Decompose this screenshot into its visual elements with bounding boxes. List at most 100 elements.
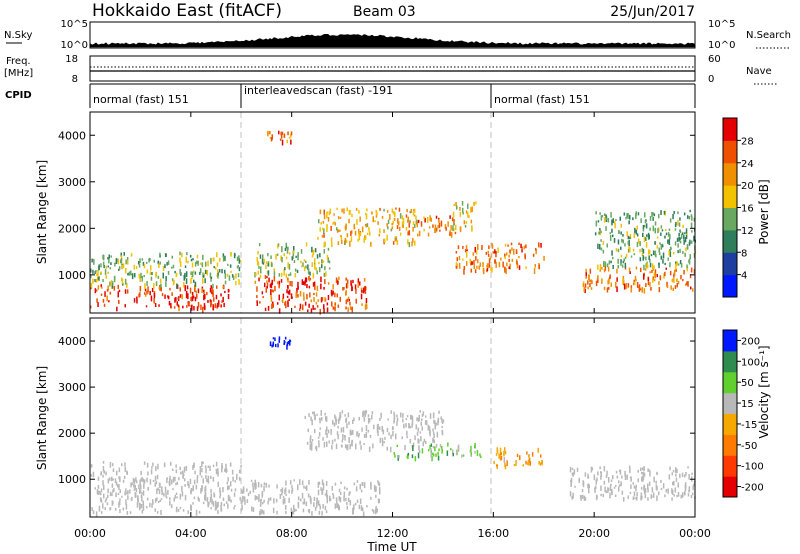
velocity-echo: [688, 486, 691, 493]
velocity-echo: [594, 488, 596, 491]
power-echo: [204, 294, 206, 300]
velocity-echo: [430, 452, 432, 458]
power-echo: [327, 217, 330, 222]
power-echo: [471, 225, 473, 232]
power-echo: [214, 267, 217, 270]
velocity-echo: [322, 482, 325, 489]
power-echo: [390, 228, 393, 232]
velocity-echo: [157, 487, 159, 491]
velocity-echo: [169, 475, 171, 480]
velocity-echo: [600, 485, 602, 491]
velocity-echo: [318, 440, 320, 444]
power-echo: [609, 235, 612, 241]
velocity-echo: [192, 485, 194, 491]
power-echo: [479, 262, 482, 267]
power-echo: [179, 261, 182, 267]
power-echo: [524, 253, 526, 258]
velocity-echo: [356, 431, 358, 437]
power-echo: [693, 217, 696, 222]
power-echo: [653, 265, 655, 270]
velocity-echo: [427, 424, 430, 431]
velocity-echo: [576, 467, 579, 472]
power-echo: [379, 207, 381, 211]
velocity-echo: [446, 450, 449, 456]
velocity-echo: [185, 465, 188, 471]
power-echo: [491, 244, 494, 249]
velocity-echo: [215, 461, 218, 467]
power-echo: [494, 259, 497, 264]
power-echo: [281, 131, 284, 135]
velocity-echo: [335, 419, 337, 425]
power-echo: [454, 231, 457, 235]
velocity-echo: [337, 503, 339, 509]
velocity-echo: [432, 439, 434, 443]
velocity-echo: [630, 484, 632, 489]
velocity-echo: [624, 470, 626, 477]
power-echo: [128, 271, 131, 276]
velocity-echo: [656, 495, 658, 501]
power-echo: [661, 244, 664, 248]
power-echo: [219, 257, 221, 262]
velocity-echo: [368, 418, 371, 423]
velocity-echo: [425, 415, 427, 418]
velocity-echo: [573, 469, 576, 475]
velocity-echo: [647, 468, 649, 472]
power-echo: [262, 254, 264, 259]
power-echo: [257, 270, 259, 275]
velocity-echo: [207, 480, 210, 484]
velocity-echo: [349, 500, 352, 506]
velocity-echo: [506, 460, 508, 467]
velocity-echo: [668, 474, 671, 480]
velocity-echo: [522, 464, 524, 467]
power-echo: [149, 291, 151, 296]
velocity-echo: [202, 478, 204, 484]
velocity-echo: [118, 476, 120, 480]
velocity-echo: [432, 431, 435, 435]
power-echo: [272, 303, 274, 308]
velocity-echo: [432, 452, 434, 456]
velocity-echo: [376, 427, 379, 433]
power-echo: [439, 229, 441, 232]
power-echo: [309, 271, 311, 276]
power-echo: [97, 285, 100, 290]
velocity-echo: [286, 344, 288, 350]
velocity-echo: [227, 477, 229, 482]
velocity-echo: [407, 454, 409, 460]
velocity-echo: [189, 478, 192, 485]
power-colorbar-swatch: [723, 118, 737, 141]
power-echo: [279, 138, 282, 141]
velocity-echo: [358, 416, 360, 421]
velocity-echo: [349, 432, 352, 436]
power-echo: [284, 247, 287, 251]
velocity-echo: [527, 459, 530, 466]
power-echo: [458, 262, 461, 269]
velocity-echo: [316, 498, 318, 504]
power-echo: [95, 278, 98, 283]
velocity-echo: [528, 458, 531, 464]
power-echo: [585, 272, 587, 278]
power-echo: [582, 283, 585, 287]
velocity-echo: [301, 480, 304, 486]
power-echo: [668, 228, 671, 231]
power-echo: [464, 224, 467, 228]
velocity-echo: [411, 416, 414, 420]
power-echo: [212, 283, 214, 289]
velocity-echo: [109, 477, 111, 481]
power-echo: [284, 267, 286, 271]
velocity-echo: [310, 445, 313, 451]
velocity-echo: [267, 500, 269, 505]
power-echo: [179, 287, 181, 292]
power-echo: [256, 295, 258, 299]
velocity-echo: [656, 486, 658, 491]
velocity-echo: [116, 470, 118, 476]
power-echo: [326, 212, 328, 219]
velocity-echo: [365, 425, 368, 432]
power-echo: [237, 265, 240, 268]
power-echo: [206, 291, 208, 296]
power-echo: [109, 291, 112, 295]
power-echo-region: [254, 275, 368, 315]
velocity-panel-frame: [89, 317, 696, 518]
power-echo: [486, 268, 489, 271]
power-echo: [108, 254, 110, 259]
velocity-echo: [647, 488, 649, 493]
